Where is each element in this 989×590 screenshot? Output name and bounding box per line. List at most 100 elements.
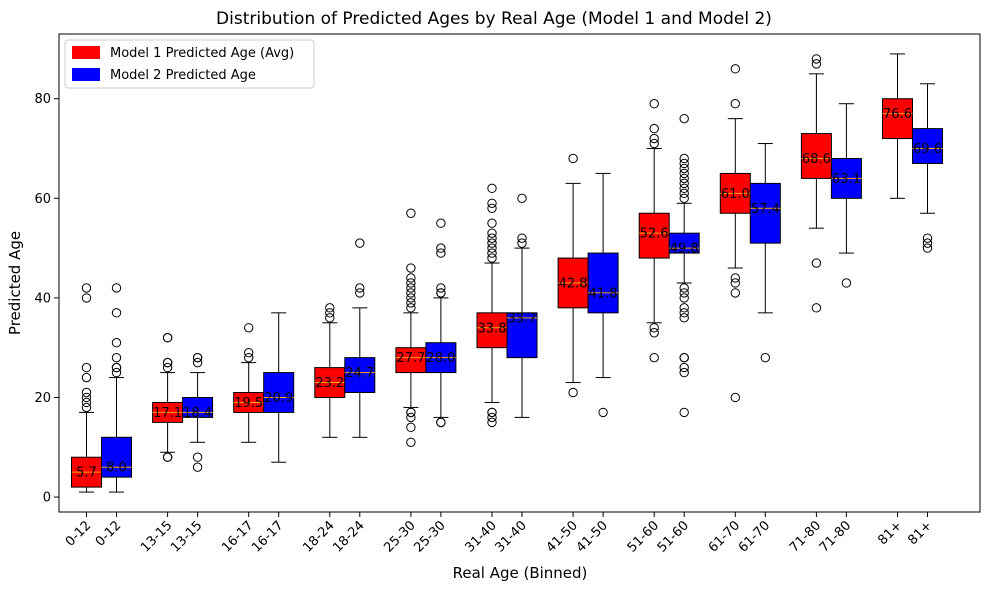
y-tick-label: 60 [34, 192, 51, 207]
outlier-point [841, 278, 852, 288]
x-tick-label: 16-17 [249, 518, 286, 555]
outlier-point [487, 407, 497, 418]
outlier-point [406, 208, 416, 218]
outlier-point [406, 412, 416, 423]
box [587, 252, 619, 314]
x-tick-label: 25-30 [381, 518, 418, 555]
outlier-point [598, 407, 608, 418]
x-tick-label: 41-50 [544, 518, 581, 555]
outlier-point [81, 387, 92, 398]
y-tick-label: 0 [43, 491, 51, 506]
box [749, 182, 781, 244]
outlier-point [679, 362, 689, 373]
chart-title: Distribution of Predicted Ages by Real A… [216, 9, 772, 29]
box-value-label: 17.1 [153, 406, 182, 421]
outlier-point [162, 333, 173, 343]
x-tick-label: 0-12 [63, 518, 94, 549]
outlier-point [325, 303, 335, 313]
outlier-point [192, 462, 203, 472]
x-tick-label: 51-60 [625, 518, 662, 555]
box-value-label: 23.2 [315, 376, 344, 391]
x-axis-title: Real Age (Binned) [453, 564, 588, 582]
outlier-point [81, 397, 92, 408]
box-group: 68.6 [800, 54, 832, 313]
outlier-point [517, 193, 527, 204]
plot-frame [58, 33, 981, 513]
box [101, 436, 132, 478]
outlier-point [517, 238, 527, 248]
outlier-point [487, 198, 497, 208]
outlier-point [81, 283, 92, 293]
x-tick-label: 18-24 [300, 518, 337, 555]
outlier-point [111, 362, 122, 373]
x-tick-label: 51-60 [655, 518, 692, 555]
outlier-point [406, 437, 416, 447]
outlier-point [649, 352, 659, 363]
box-group: 69.6 [912, 83, 943, 253]
outlier-point [568, 387, 578, 398]
box-group: 28.0 [425, 218, 457, 428]
box-value-label: 61.0 [721, 187, 750, 202]
outlier-point [406, 288, 416, 298]
box-value-label: 52.6 [640, 227, 669, 242]
x-tick-label: 25-30 [411, 518, 448, 555]
box-group: 8.0 [101, 283, 132, 493]
box-value-label: 19.5 [234, 396, 263, 411]
outlier-point [436, 288, 446, 298]
outlier-point [436, 218, 446, 228]
box [476, 312, 508, 349]
outlier-point [162, 362, 173, 373]
box-group: 18.4 [182, 352, 214, 472]
outlier-point [679, 173, 689, 184]
box-group: 33.8 [476, 183, 508, 428]
box-value-label: 33.7 [508, 311, 537, 326]
box [263, 372, 295, 413]
outlier-point [922, 238, 933, 248]
outlier-point [679, 288, 689, 298]
outlier-point [730, 278, 740, 288]
box-group: 5.7 [71, 283, 102, 493]
outlier-point [111, 367, 122, 378]
box-value-label: 28.0 [426, 351, 455, 366]
outlier-point [487, 228, 497, 238]
outlier-point [679, 293, 689, 303]
outlier-point [649, 323, 659, 333]
outlier-point [436, 243, 446, 253]
x-tick-label: 81+ [905, 518, 935, 548]
box-value-label: 5.7 [76, 466, 97, 481]
box-value-label: 33.8 [478, 321, 507, 336]
box-value-label: 49.8 [670, 242, 699, 257]
y-tick-label: 40 [34, 291, 51, 306]
box-group: 76.6 [882, 53, 913, 199]
outlier-point [436, 417, 446, 428]
x-tick-label: 81+ [875, 518, 905, 548]
x-tick-label: 13-15 [168, 518, 205, 555]
box [344, 357, 376, 394]
outlier-point [679, 188, 689, 199]
outlier-point [244, 323, 254, 333]
outlier-point [922, 233, 933, 243]
outlier-point [162, 452, 173, 462]
outlier-point [679, 193, 689, 204]
box-value-label: 76.6 [883, 107, 912, 122]
outlier-point [487, 238, 497, 248]
outlier-point [325, 313, 335, 323]
y-tick-label: 20 [34, 391, 51, 406]
box-value-label: 27.7 [396, 351, 425, 366]
outlier-point [406, 293, 416, 303]
outlier-point [487, 218, 497, 228]
box-value-label: 20.9 [264, 391, 293, 406]
box-group: 19.5 [233, 323, 265, 443]
outlier-point [679, 308, 689, 318]
outlier-point [244, 352, 254, 363]
x-tick-label: 71-80 [787, 518, 824, 555]
outlier-point [730, 288, 740, 298]
outlier-point [679, 163, 689, 174]
box [506, 312, 538, 359]
outlier-point [487, 417, 497, 428]
outlier-point [487, 412, 497, 423]
outlier-point [81, 392, 92, 403]
box-group: 24.7 [344, 238, 376, 438]
